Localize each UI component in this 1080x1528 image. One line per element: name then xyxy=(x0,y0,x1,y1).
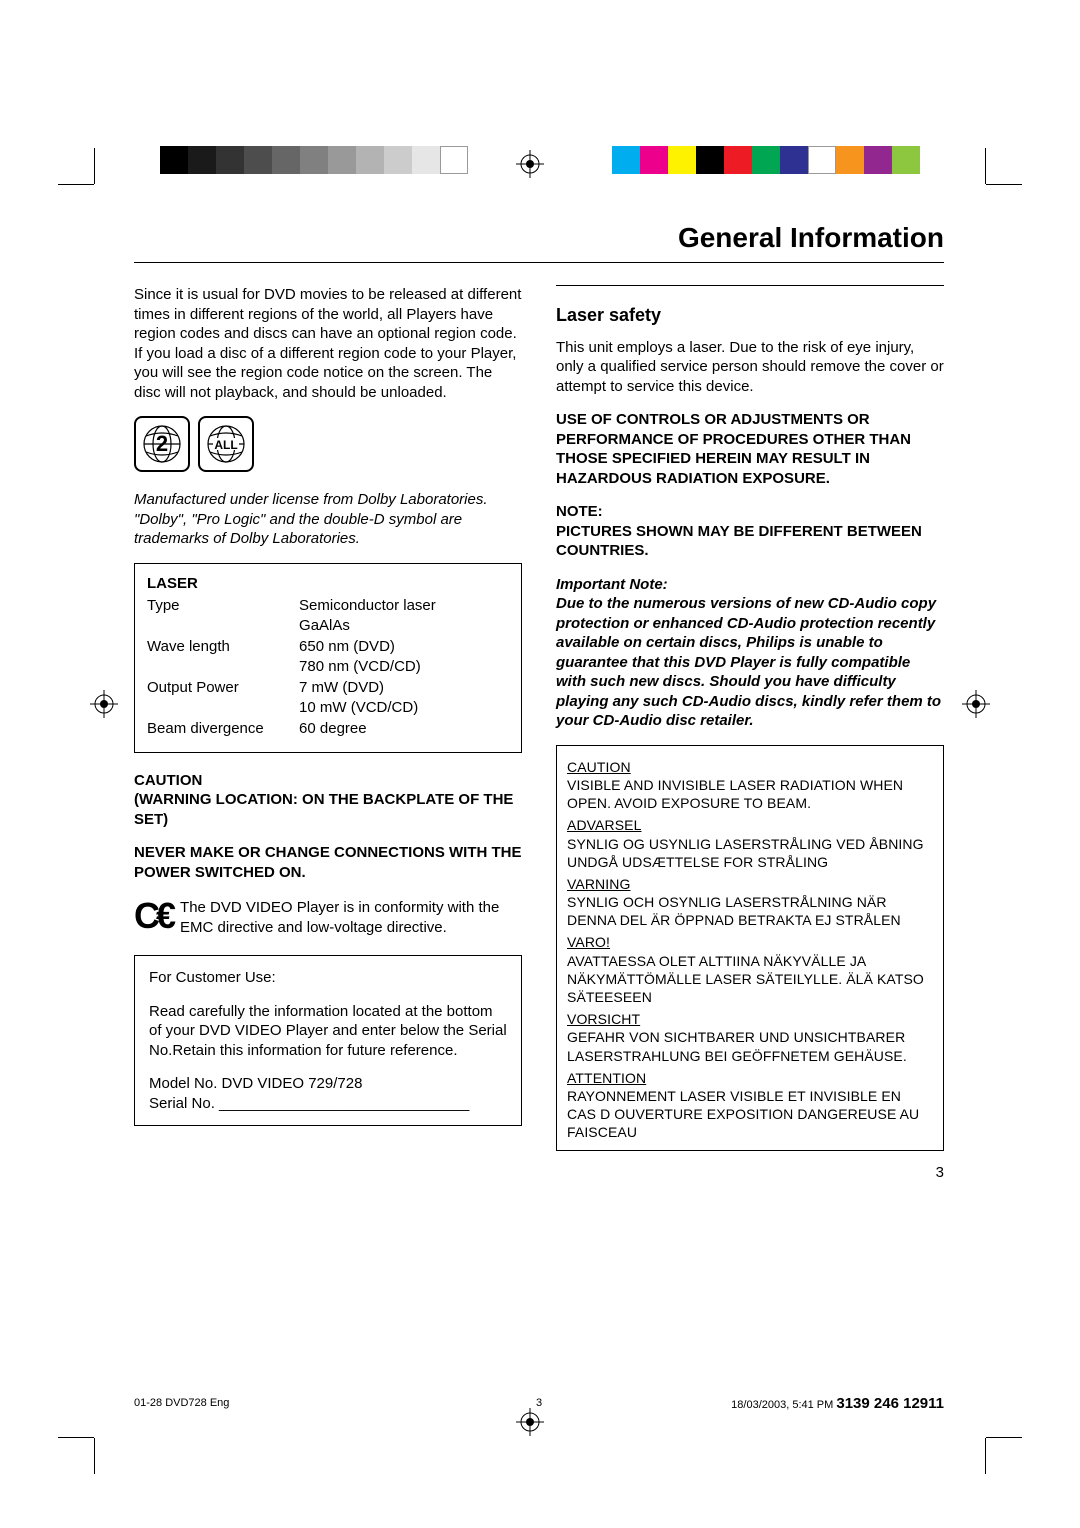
crop-mark-icon xyxy=(950,1402,986,1438)
laser-safety-heading: Laser safety xyxy=(556,304,944,327)
caution-text: VISIBLE AND INVISIBLE LASER RADIATION WH… xyxy=(567,777,903,811)
varo-label: VARO! xyxy=(567,933,610,951)
pictures-note: PICTURES SHOWN MAY BE DIFFERENT BETWEEN … xyxy=(556,522,944,561)
page-title: General Information xyxy=(134,220,944,263)
attention-label: ATTENTION xyxy=(567,1069,646,1087)
print-marks-bottom xyxy=(0,1378,1080,1438)
registration-mark-icon xyxy=(90,690,118,724)
section-rule xyxy=(556,285,944,286)
color-calibration-bar xyxy=(612,146,920,174)
dolby-license-note: Manufactured under license from Dolby La… xyxy=(134,490,522,549)
caution-heading: CAUTION xyxy=(134,771,522,791)
ce-mark-icon: C€ xyxy=(134,898,172,934)
svg-text:ALL: ALL xyxy=(214,438,237,452)
caution-label: CAUTION xyxy=(567,758,631,776)
registration-mark-icon xyxy=(516,150,544,184)
registration-mark-icon xyxy=(516,1408,544,1442)
radiation-warning: USE OF CONTROLS OR ADJUSTMENTS OR PERFOR… xyxy=(556,410,944,488)
note-heading: NOTE: xyxy=(556,502,944,522)
laser-spec-box: LASER TypeSemiconductor laserGaAlAsWave … xyxy=(134,563,522,753)
vorsicht-text: GEFAHR VON SICHTBARER UND UNSICHTBARER L… xyxy=(567,1029,907,1063)
vorsicht-label: VORSICHT xyxy=(567,1010,640,1028)
ce-conformity-row: C€ The DVD VIDEO Player is in conformity… xyxy=(134,898,522,937)
customer-use-body: Read carefully the information located a… xyxy=(149,1002,507,1061)
advarsel-label: ADVARSEL xyxy=(567,816,641,834)
region-code-paragraph: Since it is usual for DVD movies to be r… xyxy=(134,285,522,402)
ce-conformity-text: The DVD VIDEO Player is in conformity wi… xyxy=(180,898,522,937)
important-note-body: Due to the numerous versions of new CD-A… xyxy=(556,594,944,731)
caution-location: (WARNING LOCATION: ON THE BACKPLATE OF T… xyxy=(134,790,522,829)
varning-text: SYNLIG OCH OSYNLIG LASERSTRÅLNING NÄR DE… xyxy=(567,894,901,928)
serial-number-line: Serial No. _____________________________… xyxy=(149,1094,507,1114)
page-number: 3 xyxy=(134,1163,944,1183)
region-all-icon: ALL xyxy=(198,416,254,472)
crop-mark-icon xyxy=(94,1402,130,1438)
customer-use-box: For Customer Use: Read carefully the inf… xyxy=(134,955,522,1126)
grayscale-calibration-bar xyxy=(160,146,468,174)
important-note-heading: Important Note: xyxy=(556,575,944,595)
model-number-line: Model No. DVD VIDEO 729/728 xyxy=(149,1074,507,1094)
never-change-warning: NEVER MAKE OR CHANGE CONNECTIONS WITH TH… xyxy=(134,843,522,882)
advarsel-text: SYNLIG OG USYNLIG LASERSTRÅLING VED ÅBNI… xyxy=(567,836,924,870)
page-content: General Information Since it is usual fo… xyxy=(134,220,944,1182)
crop-mark-icon xyxy=(950,184,986,220)
varo-text: AVATTAESSA OLET ALTTIINA NÄKYVÄLLE JA NÄ… xyxy=(567,953,924,1005)
attention-text: RAYONNEMENT LASER VISIBLE ET INVISIBLE E… xyxy=(567,1088,919,1140)
laser-safety-intro: This unit employs a laser. Due to the ri… xyxy=(556,338,944,397)
left-column: Since it is usual for DVD movies to be r… xyxy=(134,285,522,1150)
multilingual-warning-box: CAUTION VISIBLE AND INVISIBLE LASER RADI… xyxy=(556,745,944,1151)
crop-mark-icon xyxy=(94,184,130,220)
region-code-icons: 2 ALL xyxy=(134,416,522,472)
varning-label: VARNING xyxy=(567,875,630,893)
svg-text:2: 2 xyxy=(156,431,168,456)
right-column: Laser safety This unit employs a laser. … xyxy=(556,285,944,1150)
registration-mark-icon xyxy=(962,690,990,724)
print-marks-top xyxy=(0,146,1080,206)
region-2-icon: 2 xyxy=(134,416,190,472)
laser-spec-table: TypeSemiconductor laserGaAlAsWave length… xyxy=(147,595,509,740)
laser-heading: LASER xyxy=(147,574,509,594)
customer-use-heading: For Customer Use: xyxy=(149,968,507,988)
